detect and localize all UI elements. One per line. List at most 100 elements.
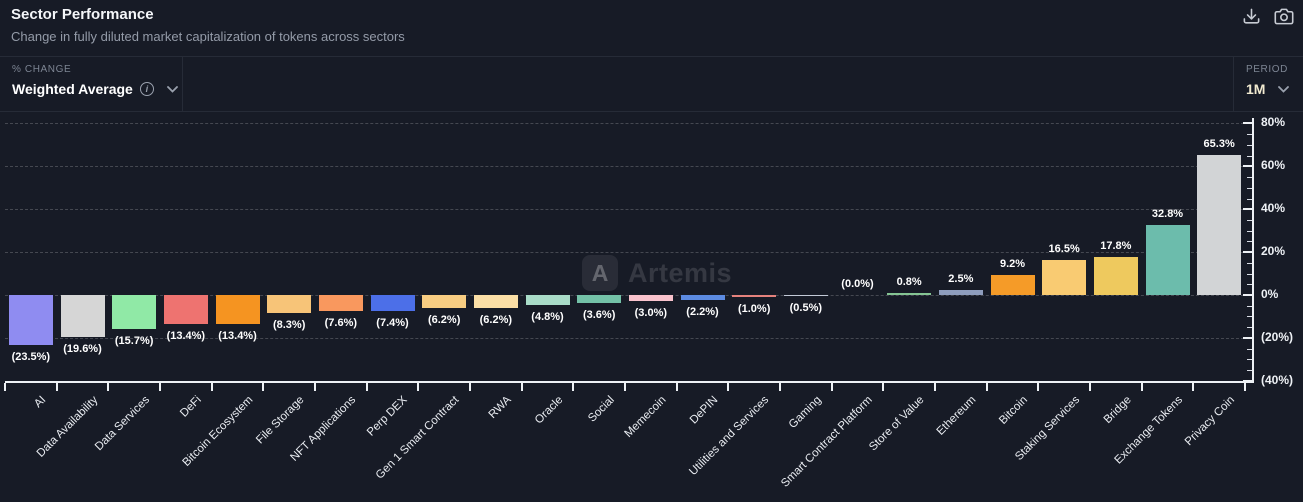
x-axis-tick <box>417 383 420 391</box>
x-axis-category-label: Smart Contract Platform <box>779 394 875 490</box>
gridline-60 <box>5 166 1254 168</box>
bar-gen-1-smart-contract[interactable] <box>422 295 467 309</box>
metric-value: Weighted Average <box>12 81 133 97</box>
chevron-down-icon <box>166 80 178 98</box>
period-dropdown[interactable]: PERIOD 1M <box>1233 57 1303 111</box>
bar-data-availability[interactable] <box>60 295 105 338</box>
bar-nft-applications[interactable] <box>318 295 363 312</box>
bar-social[interactable] <box>577 295 622 303</box>
x-axis-category-label: AI <box>32 394 49 411</box>
bar-store-of-value[interactable] <box>887 293 932 295</box>
y-axis-tick-label: (40%) <box>1261 372 1294 387</box>
gridline--20 <box>5 337 1254 339</box>
x-axis-tick <box>624 383 626 391</box>
y-minor-tick <box>1247 284 1252 286</box>
x-axis-category-label: File Storage <box>254 394 307 447</box>
y-minor-tick <box>1247 230 1252 232</box>
y-minor-tick <box>1247 134 1252 136</box>
bar-value-label: (3.6%) <box>582 308 616 321</box>
x-axis-category-label: Memecoin <box>622 394 669 441</box>
bar-depin[interactable] <box>680 295 725 300</box>
bar-gaming[interactable] <box>783 295 828 297</box>
x-axis-tick <box>934 383 936 391</box>
y-minor-tick <box>1247 177 1252 179</box>
x-axis-tick <box>520 383 523 391</box>
bar-data-services[interactable] <box>112 295 157 329</box>
bar-file-storage[interactable] <box>267 295 312 313</box>
y-major-tick <box>1243 379 1252 382</box>
y-minor-tick <box>1247 155 1252 157</box>
y-minor-tick <box>1247 316 1252 318</box>
x-axis-tick <box>985 383 988 391</box>
header-actions <box>1242 7 1294 26</box>
metric-label: % CHANGE <box>12 64 72 75</box>
bar-chart: 80% 60% 40% 20% 0% (20%) (40%) (23.5%) AI (19.6%)… <box>0 112 1303 502</box>
gridline-20 <box>5 252 1254 254</box>
bar-ai[interactable] <box>8 295 53 346</box>
download-icon[interactable] <box>1242 7 1261 26</box>
bar-value-label: (23.5%) <box>11 351 51 364</box>
y-major-tick <box>1243 165 1252 168</box>
x-axis-line <box>5 381 1254 383</box>
x-axis-tick <box>55 383 58 391</box>
bar-perp-dex[interactable] <box>370 295 415 311</box>
x-axis-tick <box>1037 383 1040 391</box>
x-axis-category-label: Oracle <box>532 394 565 427</box>
bar-value-label: (15.7%) <box>114 334 154 347</box>
bar-ethereum[interactable] <box>938 289 983 295</box>
metric-dropdown[interactable]: % CHANGE Weighted Average i <box>0 57 183 111</box>
bar-value-label: (19.6%) <box>63 343 102 356</box>
x-axis-category-label: Social <box>586 394 617 425</box>
x-axis-category-label: RWA <box>486 394 514 422</box>
bar-value-label: (6.2%) <box>479 314 513 327</box>
bar-value-label: 0.8% <box>896 276 922 289</box>
y-axis-line <box>1252 118 1254 382</box>
x-axis-category-label: DeFi <box>177 394 204 420</box>
y-major-tick <box>1243 336 1252 339</box>
period-label: PERIOD <box>1246 64 1288 75</box>
bar-value-label: (2.2%) <box>686 305 719 318</box>
x-axis-category-label: Bitcoin <box>997 394 1030 427</box>
x-axis-tick <box>1140 383 1143 391</box>
bar-privacy-coin[interactable] <box>1197 154 1242 295</box>
bar-exchange-tokens[interactable] <box>1145 224 1190 295</box>
y-axis-tick-label: 0% <box>1261 287 1279 301</box>
bar-value-label: 17.8% <box>1100 239 1132 252</box>
x-axis-category-label: Perp DEX <box>365 394 410 439</box>
bar-bridge[interactable] <box>1093 256 1138 295</box>
bar-value-label: (1.0%) <box>737 303 771 316</box>
x-axis-category-label: Bridge <box>1101 394 1134 426</box>
chevron-down-icon <box>1278 80 1290 98</box>
bar-value-label: (7.6%) <box>324 317 358 330</box>
bar-defi[interactable] <box>163 295 208 324</box>
bar-bitcoin[interactable] <box>990 275 1035 295</box>
bar-value-label: 32.8% <box>1151 207 1184 220</box>
bar-utilities-and-services[interactable] <box>732 295 777 298</box>
info-icon[interactable]: i <box>139 82 154 96</box>
y-axis-tick-label: 60% <box>1261 158 1286 173</box>
y-axis-tick-label: 40% <box>1261 201 1286 216</box>
bar-oracle[interactable] <box>525 295 570 306</box>
x-axis-category-label: Gaming <box>786 394 824 431</box>
x-axis-tick <box>365 383 368 391</box>
y-minor-tick <box>1247 305 1252 307</box>
x-axis-category-label: DePIN <box>687 394 720 427</box>
x-axis-tick <box>1244 383 1246 391</box>
bar-rwa[interactable] <box>473 295 518 309</box>
y-minor-tick <box>1247 273 1252 275</box>
bar-value-label: 16.5% <box>1048 242 1080 255</box>
bar-value-label: (7.4%) <box>376 316 409 329</box>
y-axis-tick-label: 80% <box>1261 115 1286 130</box>
bar-bitcoin-ecosystem[interactable] <box>215 295 260 324</box>
bar-staking-services[interactable] <box>1042 259 1087 295</box>
bar-memecoin[interactable] <box>628 295 673 302</box>
camera-icon[interactable] <box>1274 7 1294 26</box>
y-minor-tick <box>1247 262 1252 264</box>
bar-value-label: (0.5%) <box>789 302 823 315</box>
y-major-tick <box>1243 208 1252 211</box>
x-axis-tick <box>830 383 833 391</box>
y-minor-tick <box>1247 241 1252 243</box>
y-minor-tick <box>1247 144 1252 146</box>
x-axis-tick <box>4 383 6 391</box>
